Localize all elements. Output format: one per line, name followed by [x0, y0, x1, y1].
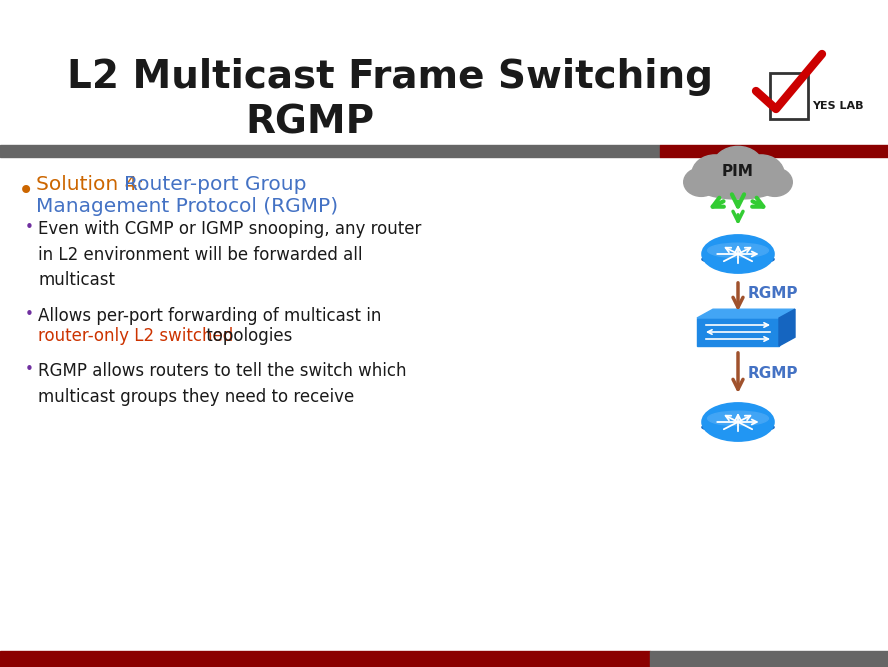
- Ellipse shape: [702, 422, 774, 432]
- Ellipse shape: [713, 146, 764, 187]
- Bar: [697, 318, 779, 346]
- Text: topologies: topologies: [201, 327, 292, 345]
- Text: L2 Multicast Frame Switching: L2 Multicast Frame Switching: [67, 58, 713, 96]
- Text: Allows per-port forwarding of multicast in: Allows per-port forwarding of multicast …: [38, 307, 381, 325]
- Ellipse shape: [699, 175, 777, 199]
- Bar: [0, 651, 650, 667]
- Text: YES LAB: YES LAB: [812, 101, 863, 111]
- Text: RGMP: RGMP: [748, 366, 798, 380]
- Ellipse shape: [708, 243, 768, 257]
- Bar: [650, 651, 888, 667]
- Bar: [0, 145, 660, 157]
- Text: Even with CGMP or IGMP snooping, any router
in L2 environment will be forwarded : Even with CGMP or IGMP snooping, any rou…: [38, 220, 422, 289]
- Text: RGMP allows routers to tell the switch which
multicast groups they need to recei: RGMP allows routers to tell the switch w…: [38, 362, 407, 406]
- Ellipse shape: [684, 168, 718, 196]
- Text: Router-port Group: Router-port Group: [124, 175, 306, 194]
- Ellipse shape: [738, 155, 784, 192]
- Polygon shape: [779, 309, 795, 346]
- Ellipse shape: [692, 155, 738, 192]
- Ellipse shape: [702, 254, 774, 264]
- Polygon shape: [697, 309, 795, 318]
- Text: RGMP: RGMP: [245, 103, 375, 141]
- Bar: [770, 73, 808, 119]
- Text: •: •: [25, 220, 34, 235]
- Text: Solution 4:: Solution 4:: [36, 175, 151, 194]
- Ellipse shape: [757, 168, 792, 196]
- Text: router-only L2 switched: router-only L2 switched: [38, 327, 234, 345]
- Bar: [660, 145, 888, 157]
- Ellipse shape: [702, 235, 774, 273]
- Text: Management Protocol (RGMP): Management Protocol (RGMP): [36, 197, 338, 216]
- Ellipse shape: [708, 411, 768, 426]
- Text: •: •: [25, 362, 34, 377]
- Text: •: •: [18, 177, 35, 205]
- Text: PIM: PIM: [722, 163, 754, 179]
- Ellipse shape: [702, 403, 774, 441]
- Text: RGMP: RGMP: [748, 285, 798, 301]
- Text: •: •: [25, 307, 34, 322]
